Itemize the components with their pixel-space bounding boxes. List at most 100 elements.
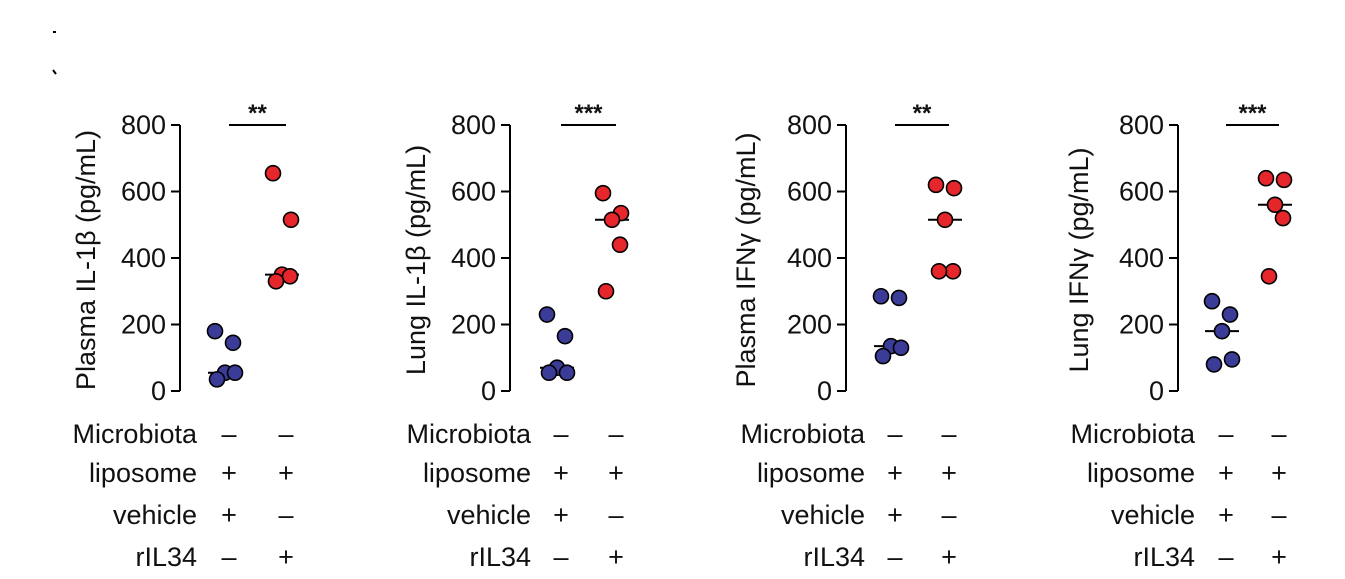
condition-sign: + (887, 500, 903, 530)
significance-label: *** (574, 100, 603, 127)
y-tick-label: 400 (787, 243, 832, 273)
condition-sign: – (608, 419, 623, 449)
data-point (1257, 169, 1275, 187)
y-tick-label: 200 (451, 310, 496, 340)
condition-label: rIL34 (135, 542, 197, 572)
condition-sign: + (608, 458, 624, 488)
chart-panel-2: 0 200 400 600 800 Lung IL-1β (pg/mL) *** Microb… (401, 100, 630, 572)
condition-label: rIL34 (1133, 542, 1195, 572)
y-tick-label: 0 (481, 376, 496, 406)
data-point (556, 327, 574, 345)
data-point (1274, 209, 1292, 227)
condition-sign: – (221, 542, 236, 572)
condition-label: Microbiota (1070, 419, 1196, 449)
data-point (224, 334, 242, 352)
y-tick-label: 400 (121, 243, 166, 273)
y-tick-label: 200 (787, 310, 832, 340)
condition-sign: – (1218, 542, 1233, 572)
condition-sign: – (1271, 419, 1286, 449)
y-tick-label: 400 (451, 243, 496, 273)
condition-label: rIL34 (469, 542, 531, 572)
data-point (206, 322, 224, 340)
significance-label: ** (913, 100, 932, 127)
y-axis-label: Lung IFNγ (pg/mL) (1064, 147, 1094, 372)
condition-label: liposome (89, 458, 197, 488)
condition-sign: + (221, 458, 237, 488)
condition-sign: + (278, 458, 294, 488)
y-axis-label: Plasma IFNγ (pg/mL) (731, 132, 761, 387)
y-tick-label: 0 (817, 376, 832, 406)
data-point (264, 164, 282, 182)
condition-sign: + (887, 458, 903, 488)
corner-mark (52, 31, 57, 75)
data-point (1221, 306, 1239, 323)
condition-sign: – (608, 500, 623, 530)
data-point (930, 262, 948, 280)
condition-label: liposome (757, 458, 865, 488)
data-point (281, 267, 299, 285)
data-point (892, 339, 910, 357)
condition-sign: + (553, 458, 569, 488)
data-point (890, 289, 908, 307)
condition-sign: – (887, 419, 902, 449)
y-tick-label: 0 (151, 376, 166, 406)
condition-sign: + (941, 542, 957, 572)
data-point (945, 179, 963, 197)
condition-sign: – (887, 542, 902, 572)
data-point (1203, 292, 1221, 310)
y-tick-label: 200 (1119, 310, 1164, 340)
y-tick-label: 800 (451, 110, 496, 140)
significance-label: *** (1238, 100, 1267, 127)
data-point (1275, 171, 1293, 189)
condition-sign: + (1218, 458, 1234, 488)
y-axis-label: Plasma IL-1β (pg/mL) (71, 130, 101, 390)
data-point (874, 347, 892, 365)
data-point (538, 306, 556, 323)
data-point (558, 364, 576, 382)
y-tick-label: 600 (787, 177, 832, 207)
condition-sign: – (278, 500, 293, 530)
condition-sign: + (1271, 542, 1287, 572)
condition-sign: + (1271, 458, 1287, 488)
data-point (936, 211, 954, 229)
condition-sign: + (941, 458, 957, 488)
condition-label: vehicle (113, 500, 197, 530)
data-point (1213, 322, 1231, 340)
condition-sign: + (1218, 500, 1234, 530)
data-point (540, 364, 558, 382)
y-tick-label: 800 (1119, 110, 1164, 140)
data-point (226, 364, 244, 382)
y-tick-label: 200 (121, 310, 166, 340)
condition-label: Microbiota (740, 419, 866, 449)
data-point (597, 282, 615, 300)
data-point (872, 287, 890, 305)
condition-label: vehicle (447, 500, 531, 530)
data-point (944, 262, 962, 280)
significance-label: ** (248, 100, 267, 127)
data-point (208, 371, 226, 388)
data-point (267, 272, 285, 290)
data-point (594, 184, 612, 202)
data-point (603, 211, 621, 229)
condition-label: Microbiota (72, 419, 198, 449)
y-tick-label: 600 (451, 177, 496, 207)
condition-label: liposome (1087, 458, 1195, 488)
data-point (1223, 351, 1241, 368)
condition-label: vehicle (1111, 500, 1195, 530)
condition-sign: – (941, 419, 956, 449)
chart-panel-3: 0 200 400 600 800 Plasma IFNγ (pg/mL) ** Microb… (731, 100, 963, 572)
condition-sign: – (221, 419, 236, 449)
data-point (1205, 356, 1223, 373)
condition-label: Microbiota (406, 419, 532, 449)
y-tick-label: 600 (121, 177, 166, 207)
data-point (611, 236, 629, 253)
data-point (1266, 196, 1284, 214)
condition-label: vehicle (781, 500, 865, 530)
y-tick-label: 0 (1149, 376, 1164, 406)
condition-sign: + (553, 500, 569, 530)
condition-sign: – (1271, 500, 1286, 530)
data-point (927, 176, 945, 194)
condition-sign: + (221, 500, 237, 530)
